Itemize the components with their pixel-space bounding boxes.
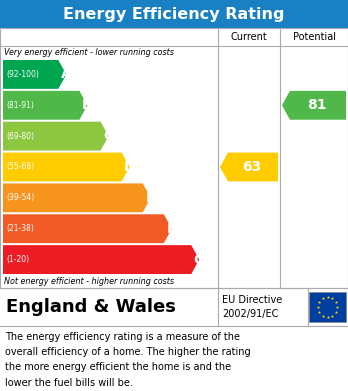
Text: Energy Efficiency Rating: Energy Efficiency Rating bbox=[63, 7, 285, 22]
Polygon shape bbox=[282, 91, 346, 120]
Text: C: C bbox=[103, 129, 114, 143]
Polygon shape bbox=[3, 60, 66, 89]
Text: F: F bbox=[167, 222, 176, 236]
Text: 63: 63 bbox=[243, 160, 262, 174]
Text: G: G bbox=[193, 253, 205, 267]
Text: E: E bbox=[146, 191, 156, 205]
Text: D: D bbox=[124, 160, 135, 174]
Polygon shape bbox=[3, 245, 199, 274]
Bar bbox=[309, 292, 346, 322]
Text: the more energy efficient the home is and the: the more energy efficient the home is an… bbox=[5, 362, 231, 373]
Bar bbox=[0, 28, 348, 288]
Text: lower the fuel bills will be.: lower the fuel bills will be. bbox=[5, 378, 133, 388]
Text: (69-80): (69-80) bbox=[6, 132, 34, 141]
Text: (81-91): (81-91) bbox=[6, 101, 34, 110]
Text: EU Directive
2002/91/EC: EU Directive 2002/91/EC bbox=[222, 295, 282, 319]
Text: England & Wales: England & Wales bbox=[6, 298, 176, 316]
Text: (1-20): (1-20) bbox=[6, 255, 29, 264]
Polygon shape bbox=[3, 91, 87, 120]
Polygon shape bbox=[3, 183, 151, 212]
Text: (21-38): (21-38) bbox=[6, 224, 34, 233]
Text: Potential: Potential bbox=[293, 32, 335, 42]
Polygon shape bbox=[3, 214, 172, 243]
Polygon shape bbox=[3, 122, 109, 151]
Text: Very energy efficient - lower running costs: Very energy efficient - lower running co… bbox=[4, 48, 174, 57]
Text: Not energy efficient - higher running costs: Not energy efficient - higher running co… bbox=[4, 277, 174, 286]
Text: A: A bbox=[61, 67, 72, 81]
Text: overall efficiency of a home. The higher the rating: overall efficiency of a home. The higher… bbox=[5, 347, 251, 357]
Text: (92-100): (92-100) bbox=[6, 70, 39, 79]
Text: Current: Current bbox=[231, 32, 267, 42]
Text: B: B bbox=[82, 98, 93, 112]
Bar bbox=[0, 0, 348, 28]
Text: (39-54): (39-54) bbox=[6, 194, 34, 203]
Text: 81: 81 bbox=[307, 98, 327, 112]
Text: The energy efficiency rating is a measure of the: The energy efficiency rating is a measur… bbox=[5, 332, 240, 342]
Polygon shape bbox=[3, 152, 129, 181]
Text: (55-68): (55-68) bbox=[6, 163, 34, 172]
Polygon shape bbox=[220, 152, 278, 181]
